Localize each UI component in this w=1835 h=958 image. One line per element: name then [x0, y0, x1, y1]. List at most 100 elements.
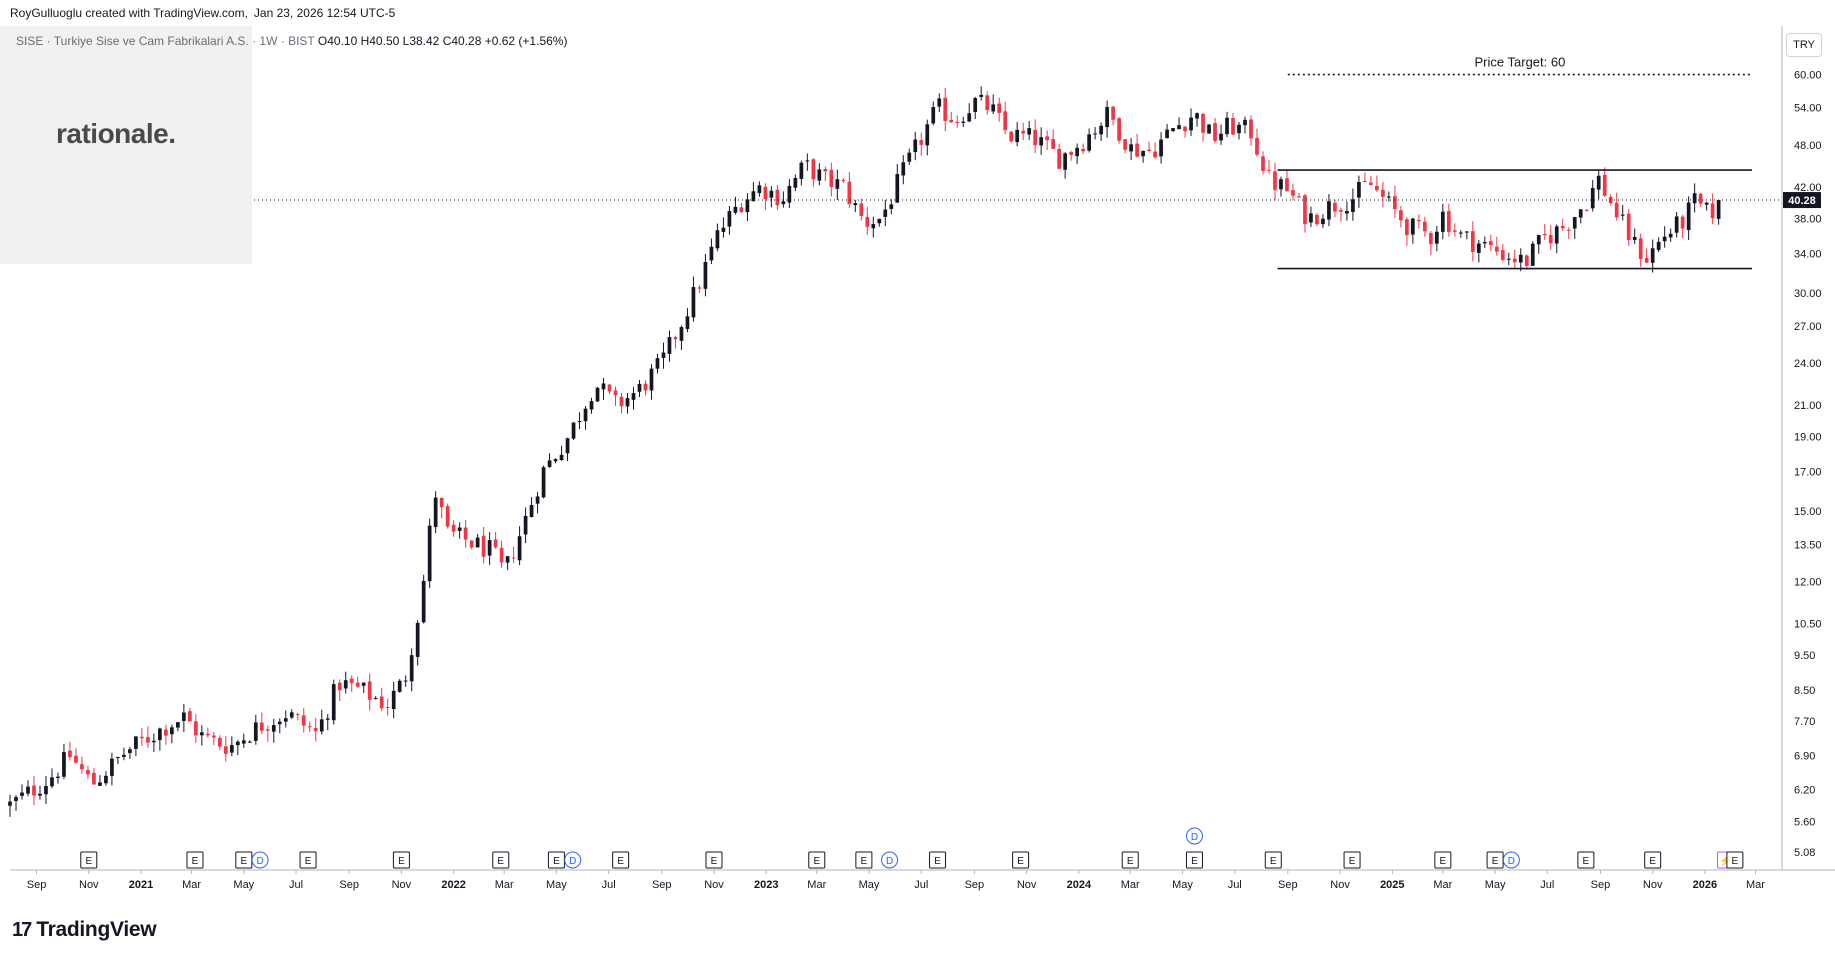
event-marker-D: D [1502, 851, 1520, 869]
candle-body [241, 740, 246, 744]
event-marker-E: E [808, 851, 826, 869]
candle [997, 97, 1002, 122]
candle-body [331, 684, 336, 721]
candle-body [1255, 137, 1259, 155]
candle [793, 174, 798, 192]
candle [1213, 117, 1217, 144]
currency-button[interactable]: TRY [1786, 33, 1822, 57]
candle-body [427, 525, 432, 582]
event-letter: D [1191, 832, 1198, 843]
symbol-legend[interactable]: SISE · Turkiye Sise ve Cam Fabrikalari A… [16, 34, 567, 48]
y-tick-label: 10.50 [1794, 618, 1822, 630]
y-tick-label: 30.00 [1794, 288, 1822, 300]
event-letter: E [192, 856, 199, 867]
candle [829, 162, 834, 197]
candle-body [325, 718, 330, 720]
candle-body [547, 460, 552, 467]
candle [1021, 122, 1026, 141]
candle [337, 679, 342, 702]
candle [1171, 127, 1175, 133]
candle-body [385, 706, 390, 708]
current-price-badge [1783, 192, 1821, 209]
candle-body [625, 398, 630, 407]
candle-body [919, 140, 924, 145]
x-tick-label: Jul [602, 879, 616, 891]
candle [931, 101, 936, 126]
candle-body [301, 715, 306, 726]
tradingview-brand[interactable]: 17 TradingView [12, 918, 157, 942]
candle [385, 698, 390, 716]
event-letter: E [398, 856, 405, 867]
candle-body [421, 580, 426, 623]
candle-body [44, 786, 48, 795]
annotations-layer: Price Target: 60 [10, 55, 1782, 270]
candle [1566, 227, 1571, 240]
candle-body [62, 752, 66, 777]
candle-body [1003, 111, 1008, 131]
candle [1656, 237, 1661, 253]
candle-body [883, 209, 888, 217]
candle-body [379, 696, 384, 709]
candle [1129, 137, 1133, 161]
candle-body [1051, 139, 1056, 149]
candle [1638, 233, 1643, 267]
candle [835, 169, 840, 200]
candle-body [985, 95, 990, 110]
earnings-icon [808, 851, 826, 869]
candle-body [877, 218, 882, 224]
candle [463, 519, 468, 548]
candle [547, 453, 552, 468]
candle-body [128, 749, 132, 754]
candle [901, 155, 906, 185]
candle [655, 353, 660, 374]
candle-body [775, 189, 780, 206]
candle-body [170, 727, 174, 735]
candle [193, 714, 198, 743]
candle [1069, 150, 1074, 161]
candle-body [1518, 254, 1523, 263]
y-axis[interactable]: 5.08 5.60 6.20 6.90 7.70 8.50 9.50 10.50 12.00 13… [1781, 26, 1822, 870]
price-chart[interactable]: Price Target: 60 E E E D E E E E D E E E E D E E E EDE E E E… [0, 0, 1835, 900]
candle-body [1273, 171, 1277, 190]
candle-body [871, 224, 876, 229]
x-axis[interactable]: Sep Nov 2021 Mar May Jul Sep Nov 2022 Mar May Jul Se… [10, 869, 1835, 891]
candle-body [1285, 178, 1289, 192]
watermark-logo: rationale. [56, 118, 176, 149]
earnings-icon [1577, 851, 1595, 869]
candle-body [865, 216, 870, 227]
candle-body [1542, 233, 1547, 236]
y-tick-label: 6.90 [1794, 751, 1815, 763]
candle [937, 93, 942, 113]
candle-body [1279, 179, 1283, 190]
candle [823, 166, 828, 181]
candle [1141, 150, 1145, 163]
earnings-icon [186, 851, 204, 869]
candle [943, 87, 948, 132]
candle [733, 196, 738, 215]
candle-body [565, 438, 570, 454]
candle [1147, 141, 1151, 153]
symbol-name[interactable]: SISE · Turkiye Sise ve Cam Fabrikalari A… [16, 34, 315, 48]
candle-body [541, 467, 546, 498]
candle-body [373, 698, 378, 700]
candle-body [1698, 193, 1703, 204]
candle-body [691, 287, 696, 318]
candle-body [1680, 216, 1685, 229]
y-tick-label: 7.70 [1794, 716, 1815, 728]
candle-body [1123, 139, 1127, 150]
candle [643, 380, 648, 396]
candle [1177, 117, 1181, 130]
candle [152, 733, 156, 752]
candle-body [571, 422, 576, 439]
candle [493, 532, 498, 549]
candle [1303, 193, 1307, 233]
candle-body [607, 384, 612, 392]
candle-body [1141, 150, 1145, 157]
x-tick-label: Mar [1746, 879, 1765, 891]
event-letter: E [1732, 856, 1739, 867]
candle-body [979, 94, 984, 98]
candle [1399, 205, 1403, 228]
candle [1261, 151, 1265, 175]
candle-body [829, 169, 834, 187]
candle [739, 203, 744, 214]
